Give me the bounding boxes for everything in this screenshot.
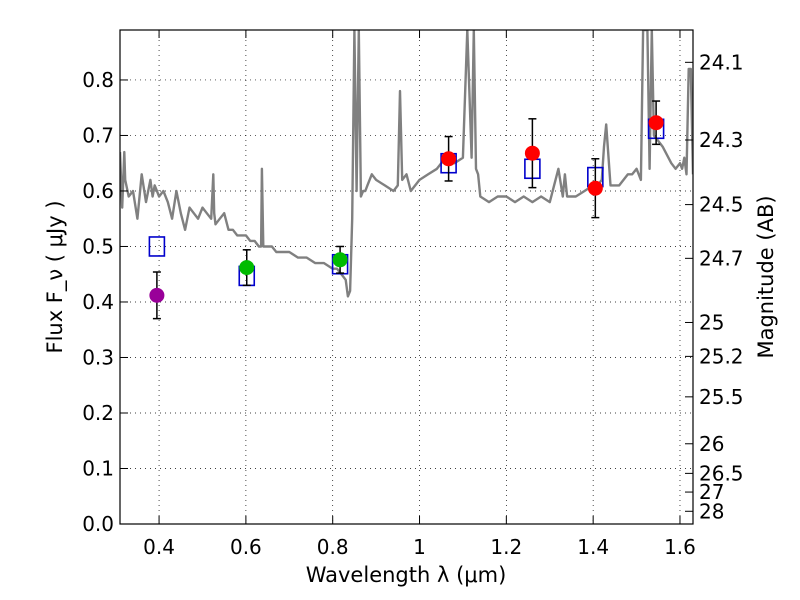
right-tick-label: 25 bbox=[699, 310, 724, 334]
right-tick-label: 24.7 bbox=[699, 246, 744, 270]
spectrum-line bbox=[120, 30, 693, 298]
observed-point bbox=[441, 151, 457, 167]
x-tick-label: 0.6 bbox=[230, 535, 262, 559]
x-tick-label: 1.4 bbox=[577, 535, 609, 559]
model-spectrum bbox=[120, 30, 693, 298]
right-tick-label: 27 bbox=[699, 480, 724, 504]
y-tick-label: 0.4 bbox=[82, 290, 114, 314]
x-tick-label: 1 bbox=[413, 535, 426, 559]
y-tick-label: 0.1 bbox=[82, 456, 114, 480]
plot-frame bbox=[119, 29, 694, 525]
y-axis-label: Flux F_ν ( μJy ) bbox=[43, 200, 68, 353]
x-tick-label: 0.8 bbox=[317, 535, 349, 559]
y-tick-label: 0.8 bbox=[82, 68, 114, 92]
observed-photometry bbox=[149, 100, 664, 320]
observed-point bbox=[239, 260, 255, 276]
right-tick-label: 25.5 bbox=[699, 385, 744, 409]
observed-point bbox=[149, 287, 165, 303]
observed-point bbox=[524, 145, 540, 161]
y-tick-label: 0.6 bbox=[82, 179, 114, 203]
y-tick-label: 0.0 bbox=[82, 512, 114, 536]
plot-background bbox=[120, 30, 693, 524]
axes: 0.4 0.6 0.8 1 1.2 1.4 1.6 0.0 0.1 0.2 0.3 0.4 0.5 0.6… bbox=[82, 30, 744, 559]
x-tick-label: 0.4 bbox=[143, 535, 175, 559]
right-tick-label: 24.5 bbox=[699, 193, 744, 217]
x-axis-label: Wavelength λ (μm) bbox=[306, 563, 507, 587]
model-point-box bbox=[148, 236, 166, 257]
y-tick-label: 0.2 bbox=[82, 401, 114, 425]
right-tick-label: 26 bbox=[699, 432, 724, 456]
x-tick-label: 1.2 bbox=[490, 535, 522, 559]
right-tick-label: 24.1 bbox=[699, 50, 744, 74]
observed-point bbox=[648, 115, 664, 131]
right-tick-label: 24.3 bbox=[699, 128, 744, 152]
y-tick-label: 0.5 bbox=[82, 234, 114, 258]
y-tick-label: 0.3 bbox=[82, 345, 114, 369]
observed-point bbox=[332, 252, 348, 268]
y-tick-label: 0.7 bbox=[82, 123, 114, 147]
right-axis-label: Magnitude (AB) bbox=[754, 195, 778, 358]
x-tick-label: 1.6 bbox=[664, 535, 696, 559]
observed-point bbox=[587, 180, 603, 196]
right-tick-label: 26.5 bbox=[699, 461, 744, 485]
right-tick-label: 25.2 bbox=[699, 344, 744, 368]
right-tick-label: 28 bbox=[699, 499, 724, 523]
